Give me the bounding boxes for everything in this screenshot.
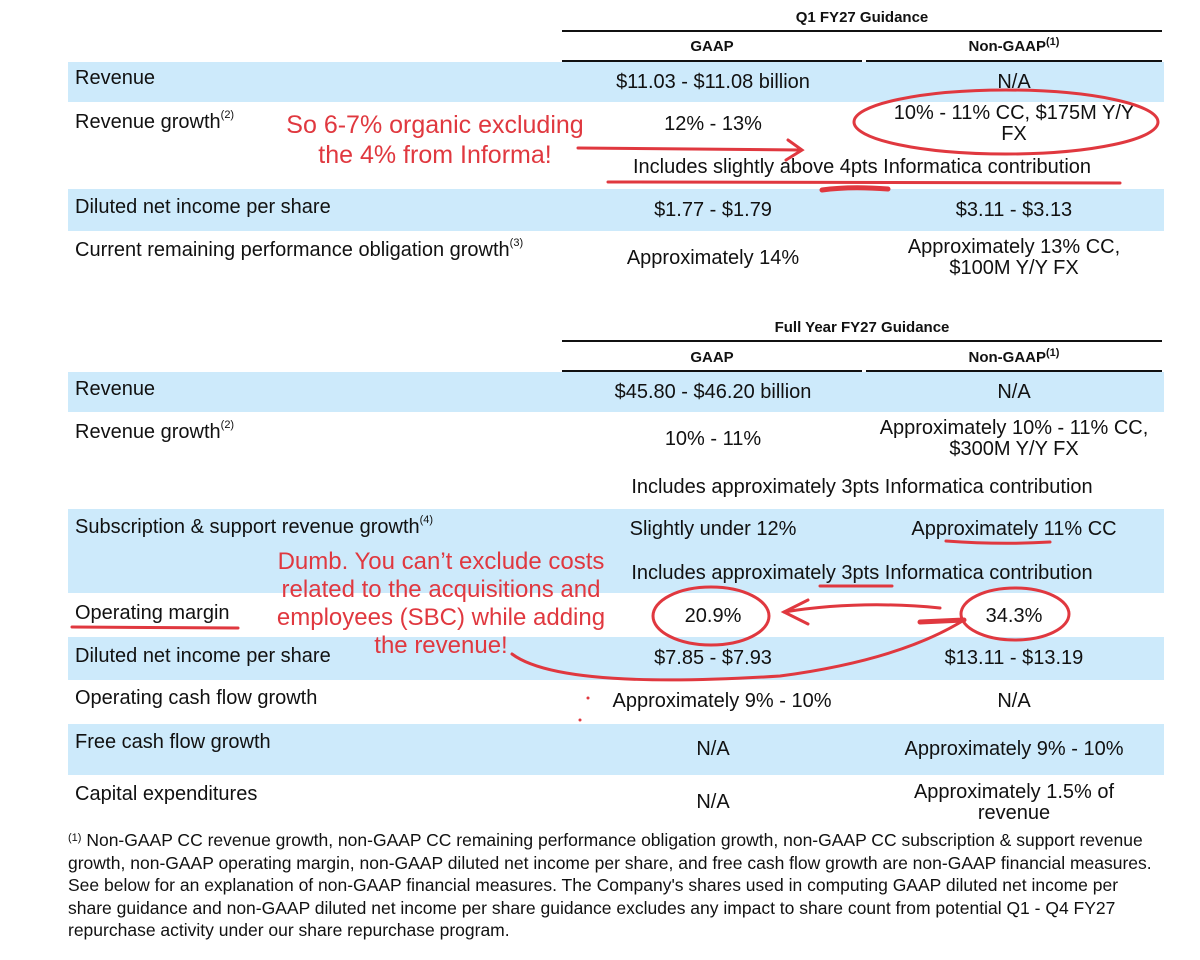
row-label: Current remaining performance obligation… — [75, 237, 524, 261]
table-row — [68, 189, 1164, 231]
row-label: Revenue — [75, 67, 156, 89]
row-label: Revenue growth(2) — [75, 109, 235, 133]
nongaap-value: Approximately 10% - 11% CC, $300M Y/Y FX — [879, 417, 1149, 460]
q1-section-title: Q1 FY27 Guidance — [795, 9, 929, 26]
nongaap-value: 34.3% — [985, 605, 1043, 627]
fy-gaap-rule — [562, 370, 862, 372]
fy-nongaap-rule — [866, 370, 1162, 372]
nongaap-value: Approximately 13% CC, $100M Y/Y FX — [907, 236, 1121, 279]
gaap-value: 10% - 11% — [664, 428, 762, 450]
gaap-value: Approximately 14% — [626, 247, 800, 269]
row-label: Subscription & support revenue growth(4) — [75, 514, 434, 538]
nongaap-value: Approximately 11% CC — [911, 518, 1117, 540]
nongaap-value: $3.11 - $3.13 — [955, 199, 1073, 221]
row-label: Diluted net income per share — [75, 645, 331, 667]
footnote: (1) Non-GAAP CC revenue growth, non-GAAP… — [68, 830, 1152, 940]
row-note: Includes slightly above 4pts Informatica… — [632, 156, 1092, 178]
table-row — [68, 724, 1164, 775]
fy-gaap-header: GAAP — [690, 349, 734, 366]
row-label: Revenue growth(2) — [75, 419, 235, 443]
nongaap-value: Approximately 1.5% of revenue — [913, 781, 1115, 824]
row-label: Diluted net income per share — [75, 196, 331, 218]
nongaap-value: N/A — [997, 71, 1031, 93]
q1-nongaap-rule — [866, 60, 1162, 62]
gaap-value: $1.77 - $1.79 — [654, 199, 772, 221]
annotation-sbc-comment: Dumb. You can’t exclude costs related to… — [276, 548, 606, 659]
gaap-value: Approximately 9% - 10% — [612, 690, 832, 712]
nongaap-value: Approximately 9% - 10% — [904, 738, 1124, 760]
row-label: Operating margin — [75, 602, 230, 624]
row-note: Includes approximately 3pts Informatica … — [631, 562, 1093, 584]
row-label: Revenue — [75, 378, 156, 400]
fy-section-title: Full Year FY27 Guidance — [774, 319, 950, 336]
row-label: Free cash flow growth — [75, 731, 271, 753]
gaap-value: N/A — [696, 738, 730, 760]
table-row — [68, 509, 1164, 593]
nongaap-value: $13.11 - $13.19 — [944, 647, 1084, 669]
q1-nongaap-header: Non-GAAP(1) — [968, 36, 1060, 55]
row-note: Includes approximately 3pts Informatica … — [631, 476, 1093, 498]
gaap-value: 12% - 13% — [664, 113, 762, 135]
row-label: Capital expenditures — [75, 783, 258, 805]
gaap-value: $11.03 - $11.08 billion — [616, 71, 810, 93]
q1-gaap-rule — [562, 60, 862, 62]
gaap-value: N/A — [696, 791, 730, 813]
table-row — [68, 372, 1164, 412]
nongaap-value: 10% - 11% CC, $175M Y/Y FX — [893, 102, 1135, 145]
arrow-icon — [576, 146, 802, 152]
q1-gaap-header: GAAP — [690, 38, 734, 55]
row-label: Operating cash flow growth — [75, 687, 318, 709]
fy-title-rule — [562, 340, 1162, 342]
gaap-value: $45.80 - $46.20 billion — [614, 381, 812, 403]
q1-title-rule — [562, 30, 1162, 32]
gaap-value: Slightly under 12% — [629, 518, 797, 540]
annotation-organic-growth: So 6-7% organic excluding the 4% from In… — [286, 111, 584, 169]
nongaap-value: N/A — [997, 690, 1031, 712]
fy-nongaap-header: Non-GAAP(1) — [968, 347, 1060, 366]
nongaap-value: N/A — [997, 381, 1031, 403]
